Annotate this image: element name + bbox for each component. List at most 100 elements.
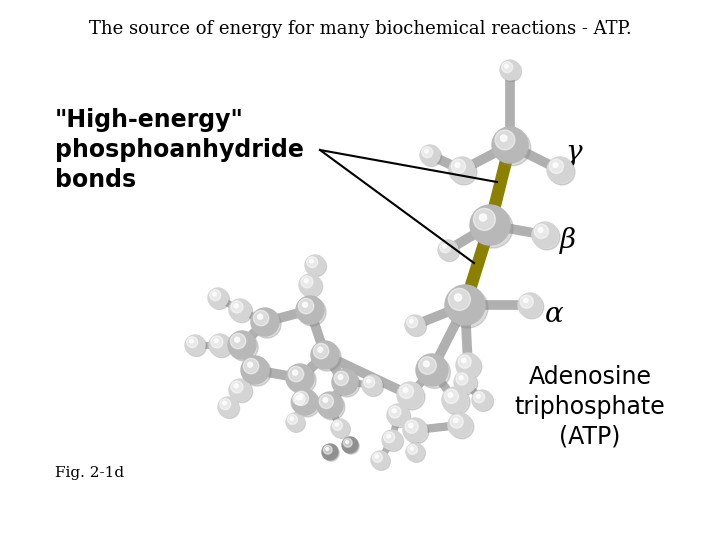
Circle shape [406, 443, 424, 461]
Circle shape [291, 391, 313, 413]
Circle shape [392, 409, 396, 413]
Circle shape [294, 391, 320, 417]
Circle shape [421, 146, 441, 166]
Circle shape [333, 420, 351, 438]
Circle shape [210, 289, 230, 309]
Circle shape [403, 418, 427, 442]
Circle shape [229, 299, 251, 321]
Circle shape [186, 336, 207, 356]
Circle shape [287, 414, 305, 433]
Circle shape [405, 420, 418, 433]
Circle shape [549, 159, 564, 173]
Circle shape [549, 159, 575, 185]
Circle shape [422, 147, 433, 158]
Circle shape [502, 62, 513, 73]
Circle shape [212, 292, 216, 296]
Circle shape [420, 145, 440, 165]
Circle shape [338, 375, 343, 380]
Circle shape [384, 431, 395, 443]
Circle shape [323, 445, 339, 461]
Circle shape [319, 394, 345, 420]
Circle shape [343, 438, 359, 454]
Circle shape [220, 399, 230, 410]
Circle shape [248, 362, 253, 367]
Circle shape [334, 371, 360, 397]
Circle shape [292, 389, 318, 415]
Circle shape [234, 384, 238, 388]
Circle shape [290, 417, 294, 420]
Circle shape [286, 364, 314, 392]
Circle shape [500, 135, 507, 141]
Circle shape [323, 446, 332, 454]
Circle shape [222, 401, 226, 405]
Circle shape [444, 389, 470, 415]
Circle shape [440, 242, 451, 253]
Circle shape [423, 361, 429, 367]
Circle shape [419, 357, 436, 374]
Circle shape [322, 444, 338, 460]
Circle shape [304, 279, 308, 283]
Circle shape [218, 397, 238, 417]
Circle shape [408, 444, 418, 455]
Circle shape [547, 157, 573, 183]
Circle shape [518, 293, 542, 317]
Circle shape [243, 359, 258, 374]
Circle shape [372, 453, 382, 462]
Circle shape [502, 62, 521, 82]
Circle shape [210, 289, 221, 301]
Circle shape [451, 159, 466, 173]
Circle shape [251, 308, 279, 336]
Circle shape [189, 340, 193, 343]
Circle shape [336, 423, 338, 426]
Circle shape [313, 343, 329, 359]
Circle shape [456, 353, 480, 377]
Text: α: α [545, 301, 564, 328]
Circle shape [333, 421, 343, 430]
Circle shape [523, 298, 528, 302]
Circle shape [403, 388, 408, 393]
Circle shape [241, 356, 269, 384]
Circle shape [299, 274, 321, 296]
Circle shape [310, 259, 313, 263]
Circle shape [450, 415, 463, 428]
Circle shape [258, 314, 263, 319]
Circle shape [208, 288, 228, 308]
Circle shape [307, 256, 318, 268]
Circle shape [230, 301, 253, 322]
Circle shape [220, 399, 240, 418]
Circle shape [230, 333, 258, 361]
Circle shape [505, 64, 508, 68]
Circle shape [253, 310, 281, 338]
Circle shape [538, 228, 543, 232]
Circle shape [371, 451, 389, 469]
Circle shape [231, 381, 243, 393]
Text: Fig. 2-1d: Fig. 2-1d [55, 466, 124, 480]
Circle shape [230, 381, 253, 403]
Circle shape [211, 336, 233, 357]
Circle shape [495, 130, 515, 150]
Circle shape [288, 366, 316, 394]
Circle shape [445, 285, 485, 325]
Circle shape [318, 347, 323, 352]
Circle shape [418, 356, 451, 388]
Circle shape [407, 316, 418, 328]
Circle shape [477, 394, 480, 398]
Circle shape [389, 406, 410, 428]
Circle shape [286, 413, 304, 431]
Circle shape [442, 387, 468, 413]
Text: The source of energy for many biochemical reactions - ATP.: The source of energy for many biochemica… [89, 20, 631, 38]
Circle shape [454, 371, 476, 393]
Circle shape [372, 453, 390, 470]
Circle shape [305, 255, 325, 275]
Circle shape [234, 304, 238, 308]
Circle shape [342, 437, 358, 453]
Circle shape [364, 376, 384, 396]
Circle shape [458, 355, 472, 368]
Circle shape [346, 441, 348, 443]
Circle shape [472, 390, 492, 410]
Circle shape [534, 224, 549, 239]
Text: Adenosine
triphosphate
(ATP): Adenosine triphosphate (ATP) [515, 365, 665, 448]
Circle shape [399, 384, 413, 399]
Circle shape [301, 276, 313, 288]
Circle shape [459, 376, 463, 380]
